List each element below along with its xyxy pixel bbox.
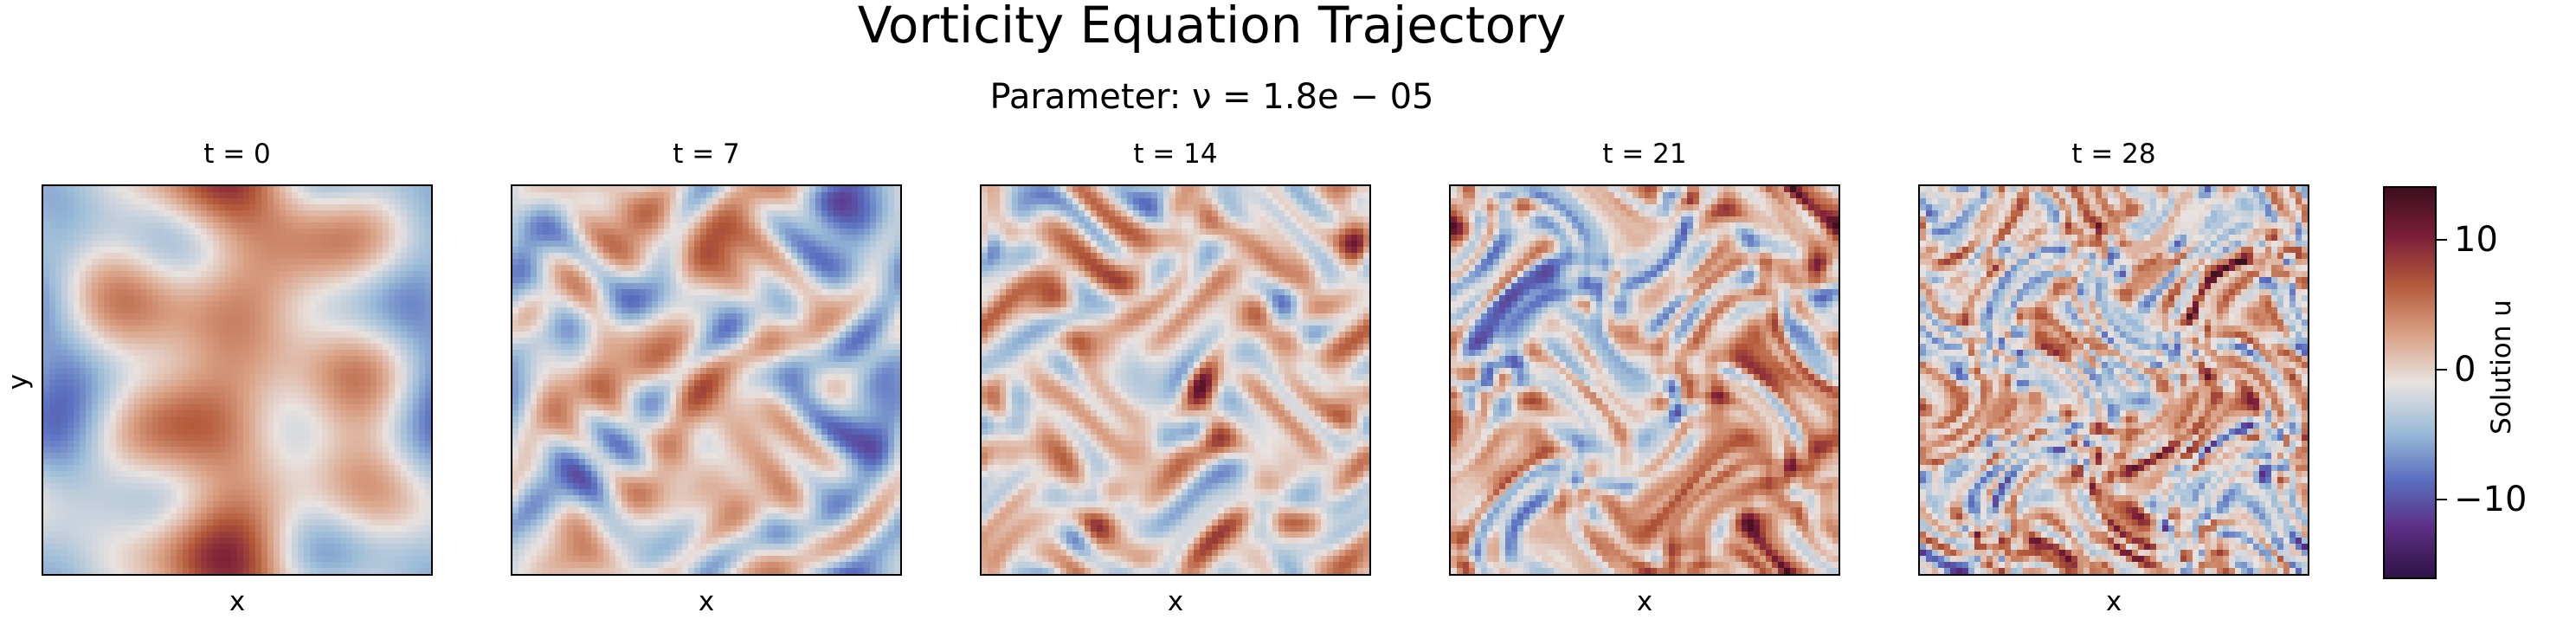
vorticity-field-t28 (1920, 186, 2308, 574)
colorbar-gradient (2385, 188, 2435, 577)
x-axis-label: x (1449, 587, 1840, 616)
chart-title: Vorticity Equation Trajectory (0, 0, 2424, 50)
panel-title-t7: t = 7 (511, 137, 902, 171)
colorbar-label: Solution u (2484, 237, 2519, 497)
colorbar-tick-label: −10 (2454, 480, 2527, 519)
panel-frame (42, 184, 433, 576)
vorticity-field-t0 (43, 186, 431, 574)
panel-frame (980, 184, 1371, 576)
vorticity-panel-t7 (511, 184, 902, 576)
panel-title-t28: t = 28 (1918, 137, 2309, 171)
panel-title-t21: t = 21 (1449, 137, 1840, 171)
colorbar-fill (2385, 188, 2435, 577)
x-axis-label: x (980, 587, 1371, 616)
colorbar-tick-label: 0 (2454, 351, 2476, 389)
colorbar-tick (2437, 239, 2447, 241)
vorticity-panel-t14 (980, 184, 1371, 576)
colorbar-tick-label: 10 (2454, 221, 2498, 259)
x-axis-label: x (42, 587, 433, 616)
y-axis-label: y (3, 367, 34, 397)
vorticity-panel-t0 (42, 184, 433, 576)
colorbar-frame (2383, 186, 2437, 579)
vorticity-panel-t28 (1918, 184, 2309, 576)
panel-title-t0: t = 0 (42, 137, 433, 171)
panel-frame (1449, 184, 1840, 576)
colorbar-tick (2437, 499, 2447, 500)
vorticity-field-t21 (1451, 186, 1839, 574)
vorticity-field-t14 (982, 186, 1369, 574)
x-axis-label: x (1918, 587, 2309, 616)
panel-title-t14: t = 14 (980, 137, 1371, 171)
x-axis-label: x (511, 587, 902, 616)
panel-frame (511, 184, 902, 576)
chart-subtitle: Parameter: ν = 1.8e − 05 (0, 76, 2424, 118)
colorbar: 10 0 −10 (2383, 186, 2527, 579)
vorticity-panel-t21 (1449, 184, 1840, 576)
panel-frame (1918, 184, 2309, 576)
vorticity-field-t7 (512, 186, 900, 574)
colorbar-tick (2437, 369, 2447, 371)
